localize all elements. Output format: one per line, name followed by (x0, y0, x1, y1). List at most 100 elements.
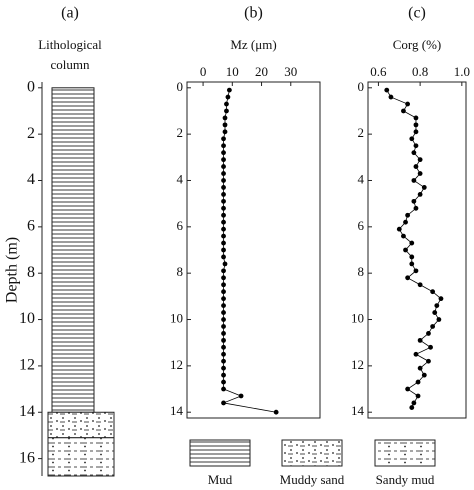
panel-subtitle: Lithological (38, 37, 102, 52)
data-point (221, 365, 226, 371)
data-point (221, 400, 226, 406)
data-point (221, 185, 226, 190)
data-point (432, 310, 438, 315)
data-point (221, 233, 226, 239)
y-tick-label: 14 (19, 403, 35, 420)
data-point (221, 351, 226, 357)
data-point (409, 405, 415, 410)
data-point (221, 226, 226, 232)
y-tick-label: 0 (177, 79, 184, 94)
y-tick-label: 8 (27, 264, 35, 281)
data-point (221, 219, 226, 225)
data-point (430, 289, 436, 295)
y-tick-label: 16 (19, 449, 35, 466)
legend-swatch (189, 439, 251, 467)
x-tick-label: 10 (226, 64, 239, 79)
legend-label: Sandy mud (376, 472, 435, 487)
data-point (426, 331, 431, 336)
data-point (221, 254, 226, 260)
data-point (405, 386, 411, 392)
data-point (417, 365, 423, 371)
x-axis-label: Mz (μm) (230, 37, 276, 52)
data-point (221, 324, 226, 329)
data-point (221, 143, 226, 149)
data-point (417, 157, 423, 163)
data-point (411, 400, 417, 406)
data-point (417, 282, 423, 288)
panel-title: (c) (408, 5, 426, 22)
data-point (411, 178, 417, 183)
panel-title: (b) (244, 5, 263, 22)
data-point (405, 212, 411, 218)
data-point (411, 198, 417, 204)
y-tick-label: 8 (358, 264, 365, 279)
data-point (221, 289, 226, 295)
data-point (221, 386, 226, 392)
data-point (221, 164, 226, 169)
data-point (273, 409, 279, 415)
y-tick-label: 8 (177, 264, 184, 279)
data-point (417, 191, 423, 197)
y-tick-label: 14 (351, 403, 365, 418)
y-tick-label: 14 (170, 403, 184, 418)
data-point (221, 198, 226, 204)
data-point (430, 324, 436, 329)
data-point (221, 344, 226, 350)
data-point (238, 393, 244, 399)
data-point (413, 129, 419, 135)
data-point (401, 108, 406, 114)
data-point (415, 393, 421, 399)
data-point (403, 219, 408, 225)
plot-frame (367, 81, 467, 419)
data-point (221, 282, 226, 288)
plot-frame (186, 81, 321, 419)
y-tick-label: 6 (27, 218, 35, 235)
y-tick-label: 12 (170, 357, 183, 372)
x-axis-label: Corg (%) (393, 37, 442, 52)
data-point (224, 101, 229, 107)
y-tick-label: 10 (19, 310, 35, 327)
data-point (411, 150, 417, 156)
data-point (225, 94, 231, 100)
data-point (222, 261, 228, 267)
data-point (221, 372, 226, 378)
data-point (388, 94, 394, 100)
data-point (401, 233, 406, 239)
x-tick-label: 0 (200, 64, 207, 79)
y-tick-label: 2 (358, 125, 365, 140)
data-point (221, 178, 226, 183)
legend-swatch (281, 439, 343, 467)
data-point (403, 247, 408, 253)
data-point (221, 136, 226, 142)
legend-label: Mud (208, 472, 233, 487)
data-point (413, 122, 419, 128)
data-point (221, 275, 226, 281)
y-tick-label: 4 (27, 171, 35, 188)
data-point (222, 129, 228, 135)
data-point (221, 331, 226, 336)
data-point (428, 344, 433, 350)
panel-title: (a) (61, 5, 79, 22)
x-tick-label: 1.0 (454, 64, 470, 79)
data-point (221, 157, 226, 163)
data-point (221, 310, 226, 315)
y-tick-label: 12 (351, 357, 364, 372)
data-point (221, 240, 226, 246)
x-tick-label: 0.8 (412, 64, 428, 79)
legend-label: Muddy sand (280, 472, 345, 487)
data-point (226, 87, 232, 93)
y-tick-label: 0 (358, 79, 365, 94)
data-point (417, 171, 423, 176)
data-point (221, 268, 226, 274)
data-point (409, 261, 415, 267)
x-tick-label: 20 (255, 64, 268, 79)
data-point (409, 136, 415, 142)
data-point (409, 254, 415, 260)
data-point (221, 205, 226, 211)
layer (47, 411, 115, 439)
data-line (222, 90, 277, 413)
data-point (221, 358, 226, 364)
data-point (222, 122, 228, 128)
data-point (221, 191, 226, 197)
data-point (405, 101, 411, 107)
